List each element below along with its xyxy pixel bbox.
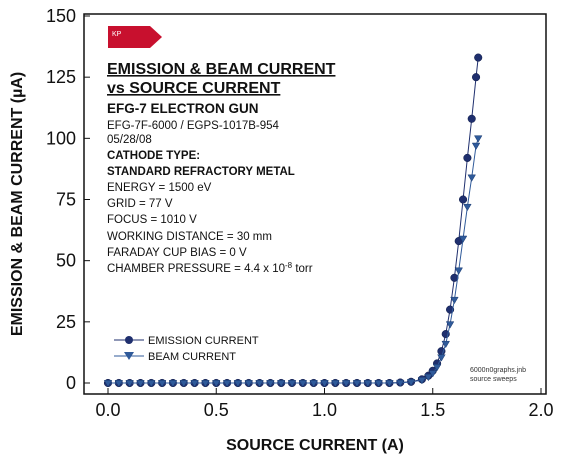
data-point: [320, 380, 329, 388]
source-note-line2: source sweeps: [470, 376, 517, 383]
annotation-cathode-value: STANDARD REFRACTORY METAL: [107, 166, 295, 178]
data-point: [432, 364, 442, 372]
annotation-date: 05/28/08: [107, 134, 152, 146]
data-point: [222, 380, 232, 388]
x-tick-label: 0.0: [95, 400, 120, 420]
x-tick-label: 1.0: [312, 400, 337, 420]
svg-text:KP: KP: [112, 31, 122, 38]
kp-logo: KP: [108, 26, 162, 48]
y-tick-label: 0: [66, 373, 76, 393]
data-point: [190, 380, 199, 388]
legend-item-beam: BEAM CURRENT: [114, 351, 236, 363]
legend: EMISSION CURRENT BEAM CURRENT: [114, 335, 259, 363]
data-point: [424, 373, 433, 382]
data-point: [136, 380, 145, 388]
data-point: [463, 153, 472, 162]
data-point: [459, 195, 468, 204]
annotation-focus: FOCUS = 1010 V: [107, 214, 197, 226]
annotation-block: KP EMISSION & BEAM CURRENT vs SOURCE CUR…: [107, 26, 336, 275]
axes: 0.0 0.5 1.0 1.5 2.0 0 25 50 75 100 125 150: [46, 6, 554, 420]
svg-text:BEAM CURRENT: BEAM CURRENT: [148, 351, 236, 363]
data-point: [168, 380, 178, 388]
data-point: [309, 380, 318, 388]
data-point: [454, 267, 463, 275]
data-point: [266, 380, 275, 388]
data-point: [244, 380, 253, 388]
data-point: [212, 380, 221, 388]
data-point: [331, 380, 340, 388]
data-point: [363, 380, 373, 388]
data-point: [406, 379, 416, 387]
y-tick-label: 150: [46, 6, 76, 26]
data-point: [157, 380, 167, 388]
data-point: [474, 53, 483, 62]
data-point: [471, 142, 481, 150]
annotation-title-line1: EMISSION & BEAM CURRENT: [107, 61, 336, 78]
annotation-distance: WORKING DISTANCE = 30 mm: [107, 231, 272, 243]
plot-frame: [83, 13, 547, 395]
data-point: [103, 380, 113, 388]
x-tick-label: 2.0: [528, 400, 553, 420]
data-point: [437, 354, 446, 362]
data-point: [374, 380, 383, 388]
legend-item-emission: EMISSION CURRENT: [114, 335, 259, 347]
data-point: [450, 273, 459, 282]
annotation-cathode-label: CATHODE TYPE:: [107, 150, 200, 162]
data-point: [441, 340, 450, 349]
x-tick-label: 1.5: [420, 400, 445, 420]
data-point: [385, 380, 394, 388]
y-tick-label: 75: [56, 190, 76, 210]
annotation-energy: ENERGY = 1500 eV: [107, 182, 212, 194]
data-point: [473, 135, 483, 143]
data-point: [179, 380, 189, 388]
data-point: [147, 380, 156, 388]
annotation-title-line2: vs SOURCE CURRENT: [107, 80, 281, 97]
legend-marker-beam: [124, 352, 134, 360]
legend-marker-emission: [125, 336, 133, 344]
annotation-model: EFG-7F-6000 / EGPS-1017B-954: [107, 120, 280, 132]
x-axis-title: SOURCE CURRENT (A): [226, 437, 404, 454]
series-layer: [103, 53, 483, 388]
svg-text:EMISSION CURRENT: EMISSION CURRENT: [148, 335, 259, 347]
y-tick-label: 125: [46, 67, 76, 87]
data-point: [417, 377, 427, 385]
data-point: [276, 380, 286, 388]
data-point: [458, 235, 468, 243]
annotation-grid: GRID = 77 V: [107, 198, 173, 210]
annotation-pressure: CHAMBER PRESSURE = 4.4 x 10-8 torr: [107, 261, 313, 276]
series-beam-current: [103, 135, 483, 388]
data-point: [467, 114, 476, 123]
data-point: [472, 73, 481, 82]
y-tick-label: 25: [56, 312, 76, 332]
data-point: [287, 380, 297, 388]
data-point: [445, 321, 455, 329]
data-point: [114, 380, 124, 388]
data-point: [341, 380, 351, 388]
x-tick-label: 0.5: [204, 400, 229, 420]
annotation-product: EFG-7 ELECTRON GUN: [107, 101, 259, 116]
annotation-faraday: FARADAY CUP BIAS = 0 V: [107, 247, 247, 259]
data-point: [255, 380, 264, 388]
y-tick-label: 100: [46, 128, 76, 148]
y-tick-label: 50: [56, 251, 76, 271]
data-point: [298, 380, 308, 388]
data-point: [428, 370, 437, 378]
data-point: [125, 380, 134, 388]
data-point: [396, 379, 405, 388]
data-point: [352, 380, 362, 388]
data-point: [233, 380, 243, 388]
data-point: [450, 296, 459, 305]
data-point: [463, 203, 472, 212]
data-point: [467, 174, 476, 182]
y-axis-title: EMISSION & BEAM CURRENT (µA): [9, 72, 26, 336]
source-note-line1: 6000n0graphs.jnb: [470, 367, 526, 374]
data-point: [201, 380, 210, 388]
